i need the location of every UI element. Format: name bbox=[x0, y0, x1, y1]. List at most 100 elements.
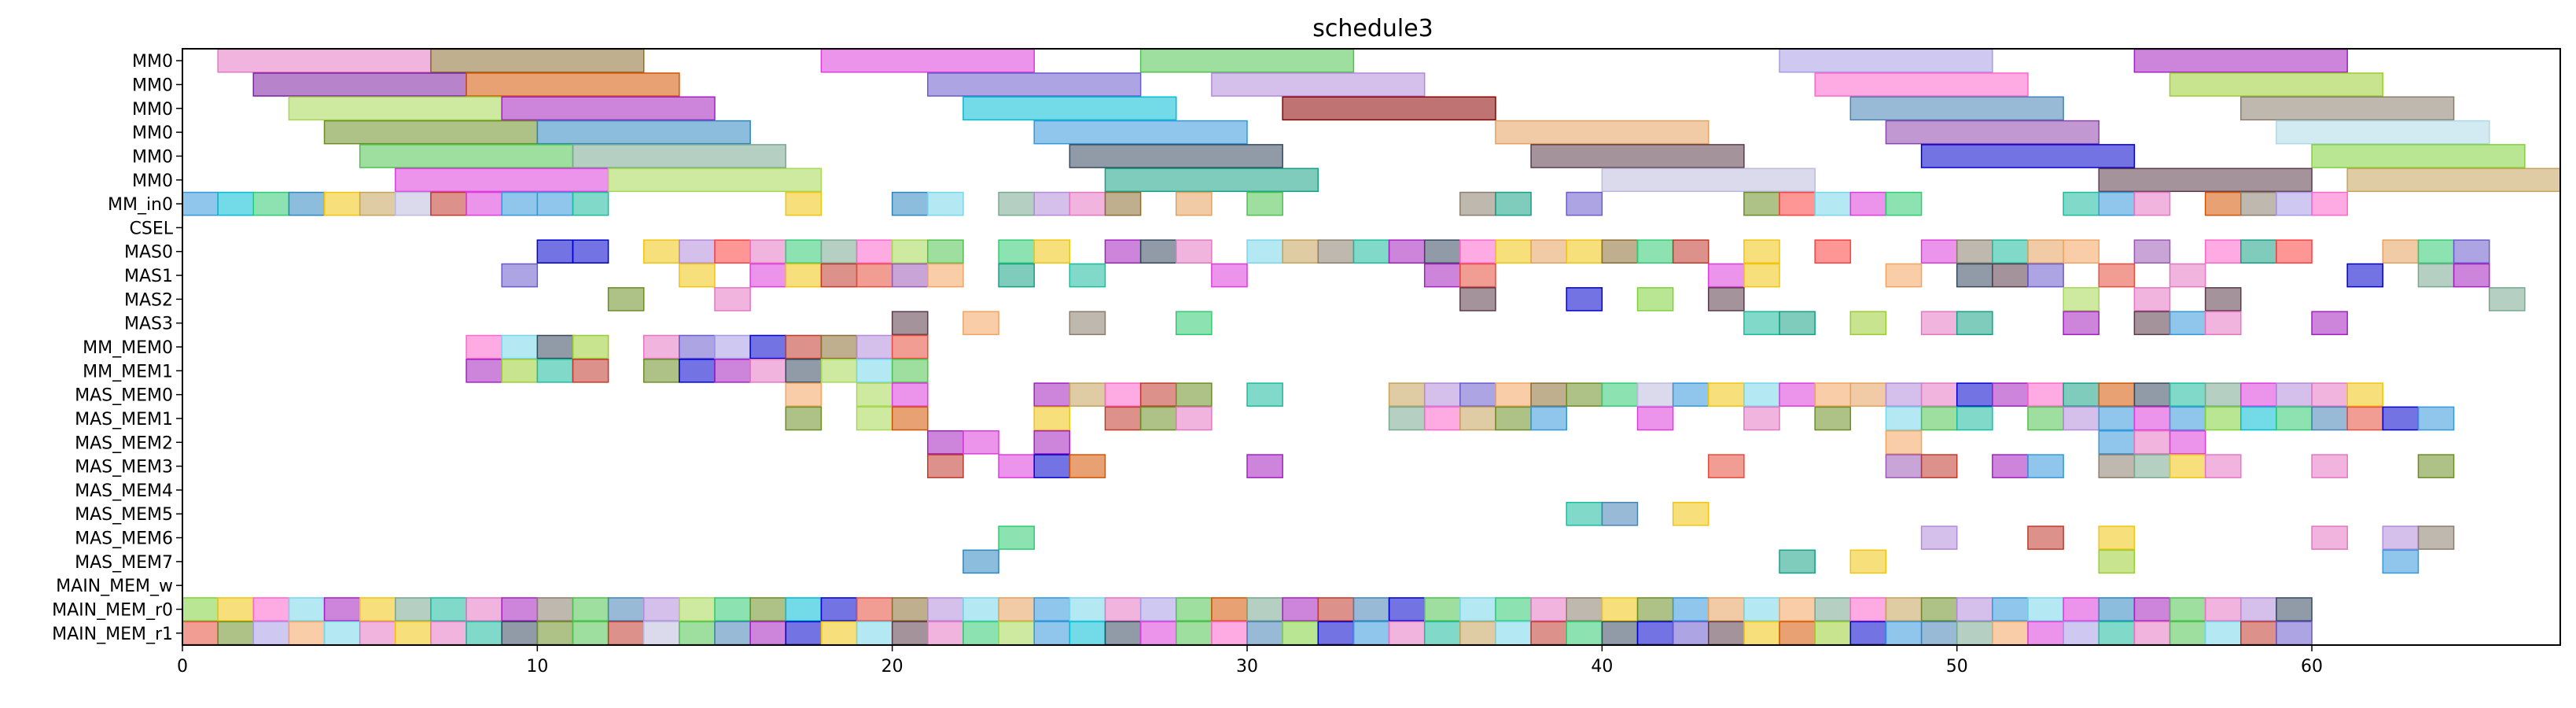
task-bar bbox=[2098, 621, 2136, 646]
task-bar bbox=[1211, 621, 1248, 646]
task-bar bbox=[2204, 239, 2242, 264]
task-bar bbox=[2098, 263, 2136, 288]
task-bar bbox=[1779, 597, 1816, 621]
task-bar bbox=[2276, 382, 2313, 407]
task-bar bbox=[1885, 621, 1923, 646]
task-bar bbox=[501, 334, 539, 360]
task-bar bbox=[2133, 382, 2171, 407]
task-bar bbox=[1069, 144, 1283, 168]
task-bar bbox=[217, 48, 432, 73]
task-bar bbox=[607, 597, 645, 621]
task-bar bbox=[1176, 597, 1213, 621]
task-bar bbox=[430, 48, 645, 73]
task-bar bbox=[785, 359, 822, 383]
task-bar bbox=[1176, 621, 1213, 646]
task-bar bbox=[572, 621, 609, 646]
task-bar bbox=[536, 597, 574, 621]
task-bar bbox=[2098, 382, 2136, 407]
task-bar bbox=[679, 334, 716, 360]
y-tick-label: MAS_MEM1 bbox=[75, 410, 173, 430]
task-bar bbox=[2169, 406, 2206, 431]
task-bar bbox=[2027, 525, 2064, 550]
task-bar bbox=[2169, 311, 2206, 335]
task-bar bbox=[252, 191, 290, 216]
task-bar bbox=[1849, 597, 1887, 621]
task-bar bbox=[1033, 120, 1248, 145]
task-bar bbox=[1317, 597, 1355, 621]
task-bar bbox=[1708, 621, 1745, 646]
task-bar bbox=[2276, 621, 2313, 646]
task-bar bbox=[1176, 382, 1213, 407]
task-bar bbox=[572, 239, 609, 264]
task-bar bbox=[2311, 525, 2348, 550]
task-bar bbox=[891, 311, 929, 335]
task-bar bbox=[2276, 191, 2313, 216]
task-bar bbox=[359, 191, 396, 216]
task-bar bbox=[1636, 406, 1674, 431]
task-bar bbox=[1920, 525, 1958, 550]
task-bar bbox=[2133, 191, 2171, 216]
y-tick-label: MAIN_MEM_r1 bbox=[52, 625, 173, 644]
task-bar bbox=[1176, 311, 1213, 335]
task-bar bbox=[1636, 287, 1674, 312]
task-bar bbox=[2098, 191, 2136, 216]
task-bar bbox=[2240, 382, 2277, 407]
task-bar bbox=[962, 430, 999, 455]
task-bar bbox=[2382, 406, 2420, 431]
task-bar bbox=[1246, 239, 1283, 264]
task-bar bbox=[1885, 120, 2100, 145]
task-bar bbox=[217, 621, 255, 646]
task-bar bbox=[2133, 430, 2171, 455]
task-bar bbox=[2063, 621, 2100, 646]
task-bar bbox=[2311, 144, 2526, 168]
task-bar bbox=[1033, 621, 1071, 646]
task-bar bbox=[2204, 287, 2242, 312]
task-bar bbox=[1495, 120, 1709, 145]
task-bar bbox=[1992, 382, 2029, 407]
task-bar bbox=[2240, 621, 2277, 646]
task-bar bbox=[785, 263, 822, 288]
task-bar bbox=[1069, 621, 1106, 646]
task-bar bbox=[856, 597, 893, 621]
task-bar bbox=[1069, 263, 1106, 288]
task-bar bbox=[1530, 144, 1745, 168]
task-bar bbox=[1104, 382, 1142, 407]
task-bar bbox=[2098, 549, 2136, 574]
task-bar bbox=[1601, 621, 1639, 646]
task-bar bbox=[1885, 382, 1923, 407]
task-bar bbox=[1956, 597, 1993, 621]
task-bar bbox=[1636, 239, 1674, 264]
task-bar bbox=[856, 359, 893, 383]
task-bar bbox=[2133, 239, 2171, 264]
y-tick-label: MAIN_MEM_r0 bbox=[52, 601, 173, 621]
task-bar bbox=[2063, 382, 2100, 407]
task-bar bbox=[1352, 597, 1390, 621]
task-bar bbox=[466, 359, 502, 383]
task-bar bbox=[1282, 96, 1496, 121]
task-bar bbox=[820, 263, 858, 288]
y-tick-label: MAS_MEM4 bbox=[75, 481, 173, 501]
task-bar bbox=[1139, 597, 1177, 621]
task-bar bbox=[1069, 311, 1106, 335]
task-bar bbox=[1459, 382, 1496, 407]
task-bar bbox=[642, 359, 680, 383]
task-bar bbox=[1459, 239, 1496, 264]
task-bar bbox=[2204, 191, 2242, 216]
task-bar bbox=[714, 597, 751, 621]
task-bar bbox=[1246, 382, 1283, 407]
task-bar bbox=[1566, 287, 1603, 312]
task-bar bbox=[998, 239, 1035, 264]
task-bar bbox=[927, 621, 964, 646]
y-tick-label: MAS_MEM0 bbox=[75, 386, 173, 406]
task-bar bbox=[749, 621, 787, 646]
task-bar bbox=[2417, 454, 2455, 478]
task-bar bbox=[1920, 406, 1958, 431]
task-bar bbox=[1920, 311, 1958, 335]
task-bar bbox=[1636, 621, 1674, 646]
task-bar bbox=[2063, 597, 2100, 621]
task-bar bbox=[1743, 311, 1780, 335]
task-bar bbox=[2204, 382, 2242, 407]
task-bar bbox=[927, 597, 964, 621]
task-bar bbox=[2169, 597, 2206, 621]
task-bar bbox=[1601, 239, 1639, 264]
